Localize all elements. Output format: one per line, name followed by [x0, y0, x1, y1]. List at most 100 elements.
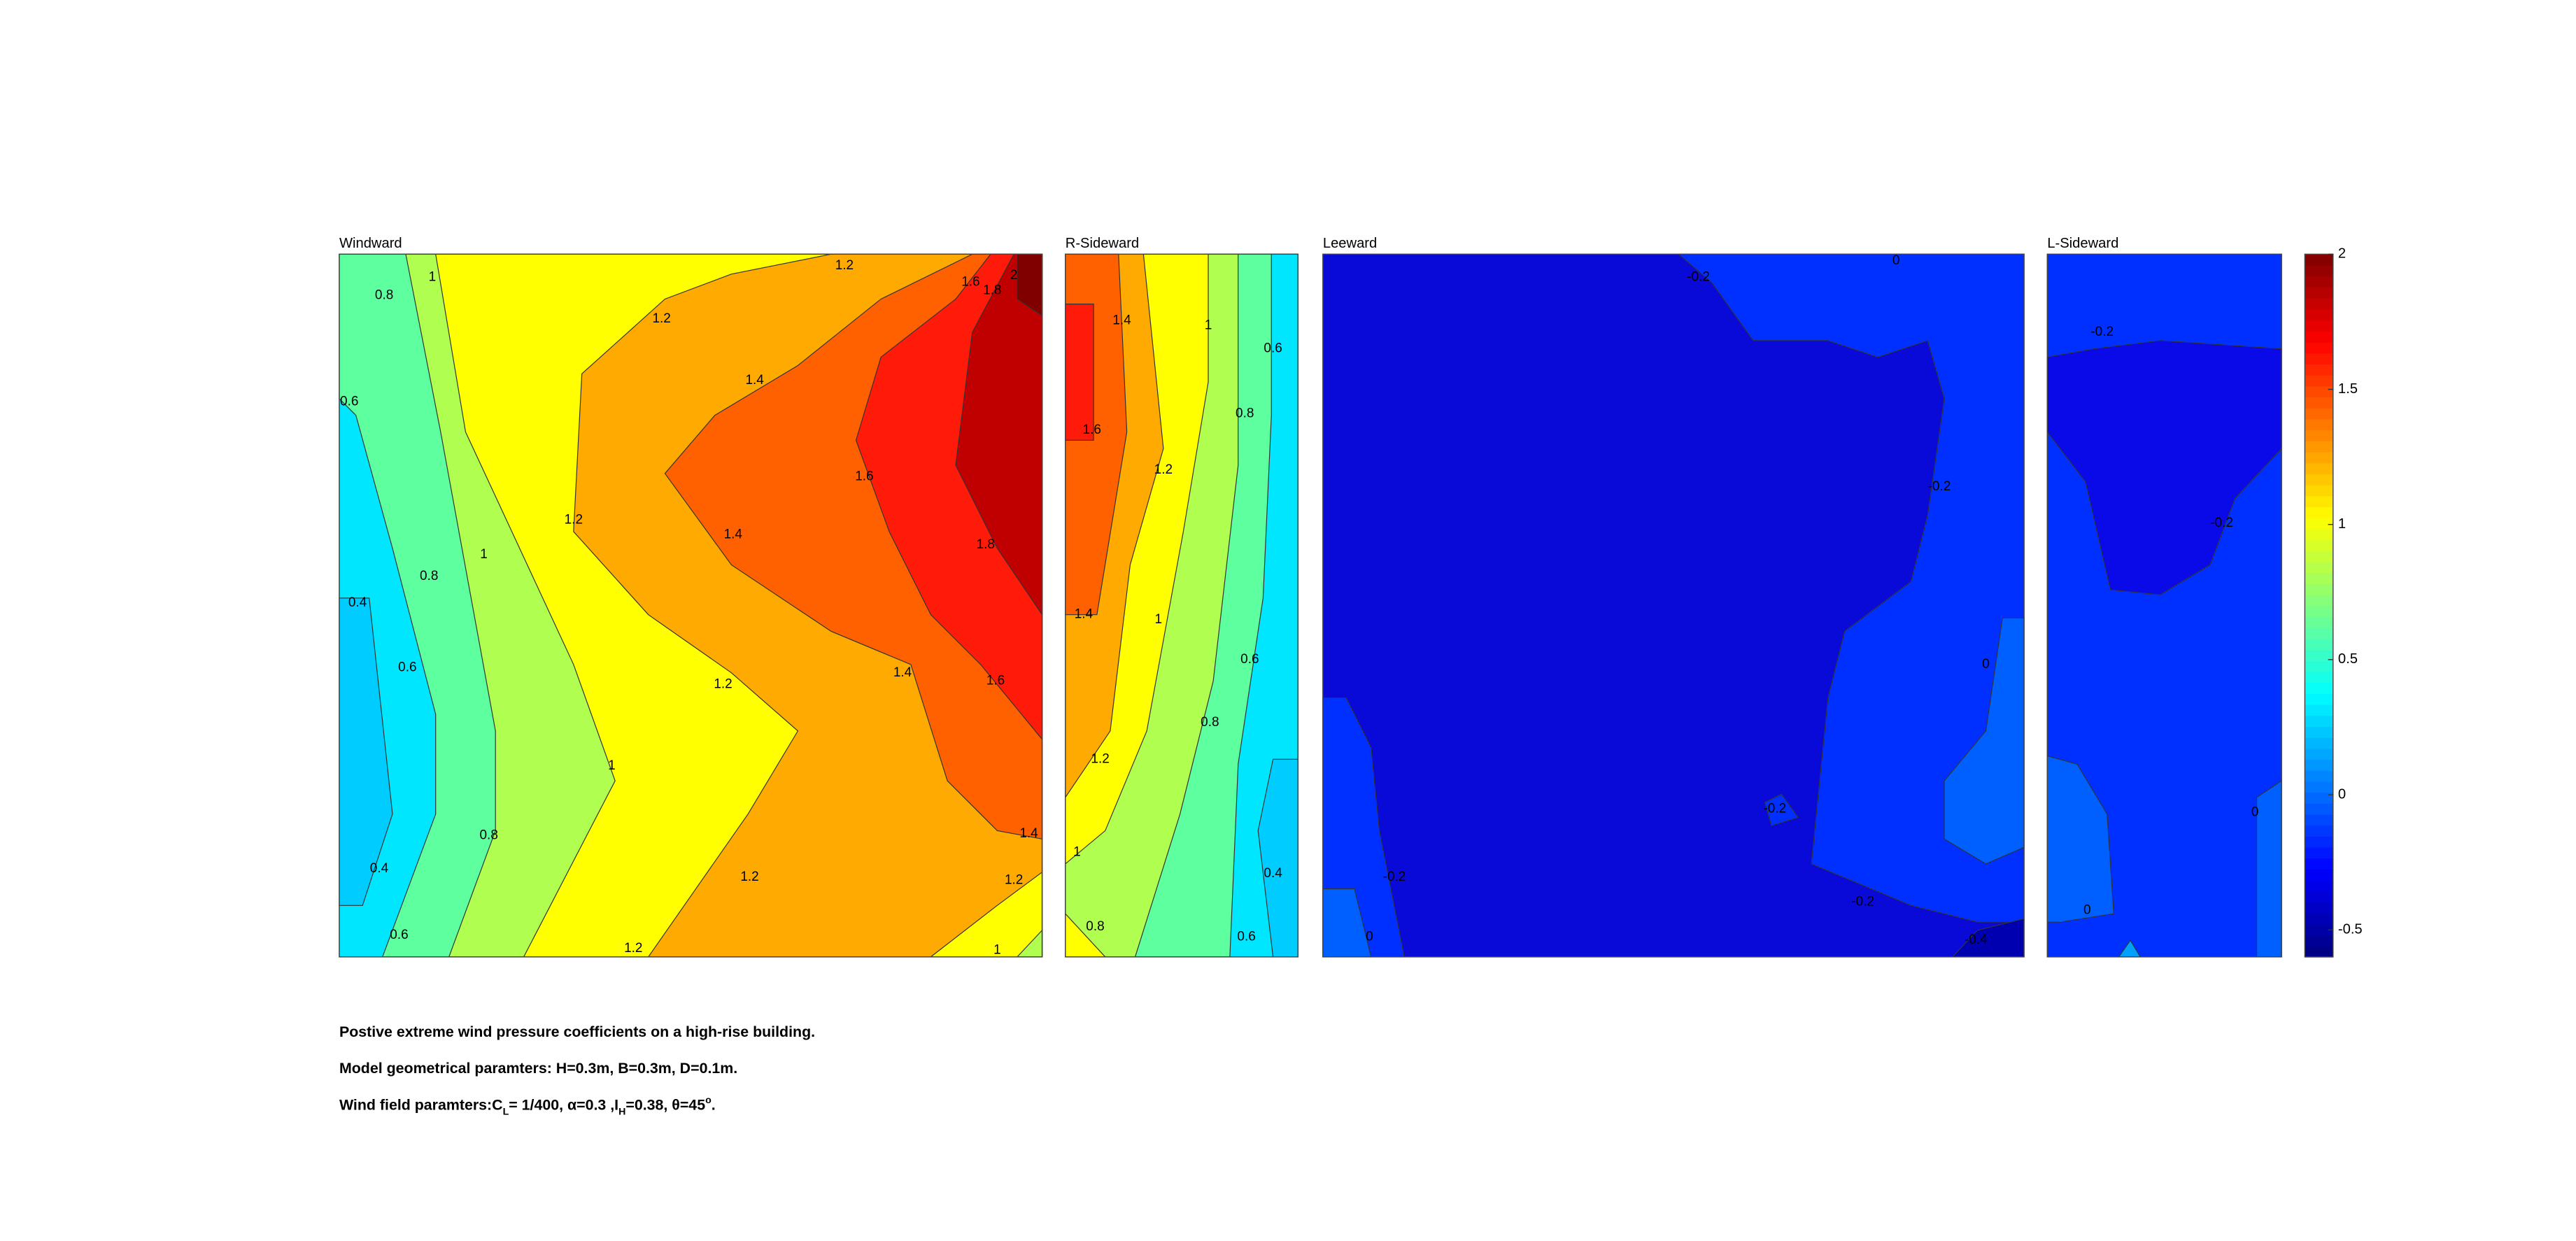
contour-label: 1.2: [652, 311, 670, 326]
contour-label: 0.6: [398, 660, 416, 675]
contour-label: -0.2: [1928, 479, 1951, 494]
contour-label: 0.8: [1236, 406, 1254, 420]
contour-label: 1.6: [961, 275, 979, 290]
colorbar-swatch: [2305, 616, 2333, 628]
contour-label: -0.2: [2210, 516, 2233, 530]
caption-part: .: [712, 1096, 716, 1113]
contour-label: 1.2: [835, 258, 854, 273]
contour-label: -0.2: [1383, 870, 1406, 884]
contour-label: 1.2: [1154, 462, 1173, 477]
contour-label: 1: [1205, 318, 1212, 332]
caption-line: Postive extreme wind pressure coefficien…: [339, 1023, 815, 1040]
colorbar-swatch: [2305, 583, 2333, 595]
colorbar-swatch: [2305, 451, 2333, 464]
colorbar-swatch: [2305, 814, 2333, 826]
colorbar-swatch: [2305, 923, 2333, 936]
colorbar-swatch: [2305, 704, 2333, 716]
contour-label: 0.6: [1264, 341, 1282, 356]
colorbar-swatch: [2305, 748, 2333, 760]
colorbar-swatch: [2305, 561, 2333, 574]
panel-title: R-Sideward: [1066, 236, 1139, 251]
caption-part: =0.38, θ=45: [625, 1096, 705, 1113]
colorbar-swatch: [2305, 682, 2333, 694]
contour-label: 1.6: [986, 674, 1005, 688]
colorbar-swatch: [2305, 254, 2333, 266]
contour-label: 2: [1010, 268, 1018, 283]
colorbar-tick-label: -0.5: [2338, 922, 2363, 937]
contour-label: 1: [480, 547, 488, 562]
colorbar-swatch: [2305, 759, 2333, 771]
contour-label: 0.4: [370, 861, 388, 876]
panel-frame: [1065, 253, 1298, 958]
contour-label: -0.4: [1965, 932, 1988, 947]
contour-label: 1: [993, 942, 1001, 957]
colorbar-tick-label: 0.5: [2338, 651, 2358, 667]
colorbar-swatch: [2305, 408, 2333, 420]
contour-label: 0: [1892, 253, 1900, 268]
colorbar-swatch: [2305, 518, 2333, 530]
caption-part: = 1/400, α=0.3 ,I: [509, 1096, 618, 1113]
colorbar-tick-label: 1.5: [2338, 381, 2358, 397]
contour-label: 1.8: [977, 537, 995, 552]
colorbar-swatch: [2305, 341, 2333, 354]
colorbar-swatch: [2305, 495, 2333, 508]
colorbar-swatch: [2305, 891, 2333, 903]
colorbar-swatch: [2305, 693, 2333, 705]
colorbar-swatch: [2305, 836, 2333, 848]
colorbar-swatch: [2305, 572, 2333, 584]
contour-label: 1.4: [1019, 826, 1038, 841]
contour-label: 0.6: [390, 928, 408, 942]
colorbar-swatch: [2305, 671, 2333, 683]
colorbar-swatch: [2305, 484, 2333, 497]
contour-label: 1.2: [1091, 751, 1109, 766]
colorbar-swatch: [2305, 880, 2333, 892]
contour-label: 1.2: [740, 870, 758, 884]
contour-label: -0.2: [2090, 325, 2114, 339]
contour-region: [2256, 780, 2282, 958]
colorbar-swatch: [2305, 462, 2333, 474]
caption-superscript: o: [705, 1095, 712, 1106]
caption-subscript: H: [618, 1107, 625, 1118]
contour-label: 1.6: [1083, 423, 1101, 437]
colorbar-swatch: [2305, 320, 2333, 332]
colorbar-swatch: [2305, 825, 2333, 837]
colorbar-swatch: [2305, 375, 2333, 387]
colorbar-tick-label: 2: [2338, 246, 2346, 262]
colorbar-swatch: [2305, 902, 2333, 914]
colorbar-swatch: [2305, 846, 2333, 859]
colorbar-swatch: [2305, 385, 2333, 398]
contour-label: 0.8: [420, 569, 438, 583]
contour-label: -0.2: [1851, 895, 1874, 909]
colorbar-swatch: [2305, 792, 2333, 804]
contour-label: 0.6: [1237, 929, 1255, 944]
colorbar-swatch: [2305, 803, 2333, 815]
panel-frame: [2046, 253, 2282, 958]
contour-label: 0.8: [375, 288, 393, 303]
colorbar-swatch: [2305, 649, 2333, 661]
colorbar-swatch: [2305, 946, 2333, 958]
contour-label: 0.8: [1201, 715, 1219, 730]
colorbar-swatch: [2305, 935, 2333, 946]
contour-label: 1.4: [893, 665, 912, 680]
colorbar-swatch: [2305, 551, 2333, 562]
colorbar-swatch: [2305, 276, 2333, 288]
contour-label: 1.2: [565, 512, 583, 527]
colorbar-swatch: [2305, 364, 2333, 376]
panel-title: L-Sideward: [2047, 236, 2118, 251]
caption-line: Model geometrical paramters: H=0.3m, B=0…: [339, 1060, 737, 1077]
colorbar-swatch: [2305, 331, 2333, 343]
contour-label: 1: [429, 270, 437, 285]
colorbar-swatch: [2305, 869, 2333, 881]
colorbar-swatch: [2305, 287, 2333, 299]
panel-frame: [1322, 253, 2025, 958]
colorbar-swatch: [2305, 715, 2333, 727]
contour-label: 0.8: [1086, 919, 1104, 934]
colorbar-swatch: [2305, 627, 2333, 639]
contour-label: 0.6: [340, 395, 358, 409]
colorbar-swatch: [2305, 638, 2333, 651]
colorbar-swatch: [2305, 430, 2333, 441]
caption-part: Wind field paramters:C: [339, 1096, 503, 1113]
colorbar-swatch: [2305, 781, 2333, 793]
caption-line: Wind field paramters:CL= 1/400, α=0.3 ,I…: [339, 1095, 716, 1118]
